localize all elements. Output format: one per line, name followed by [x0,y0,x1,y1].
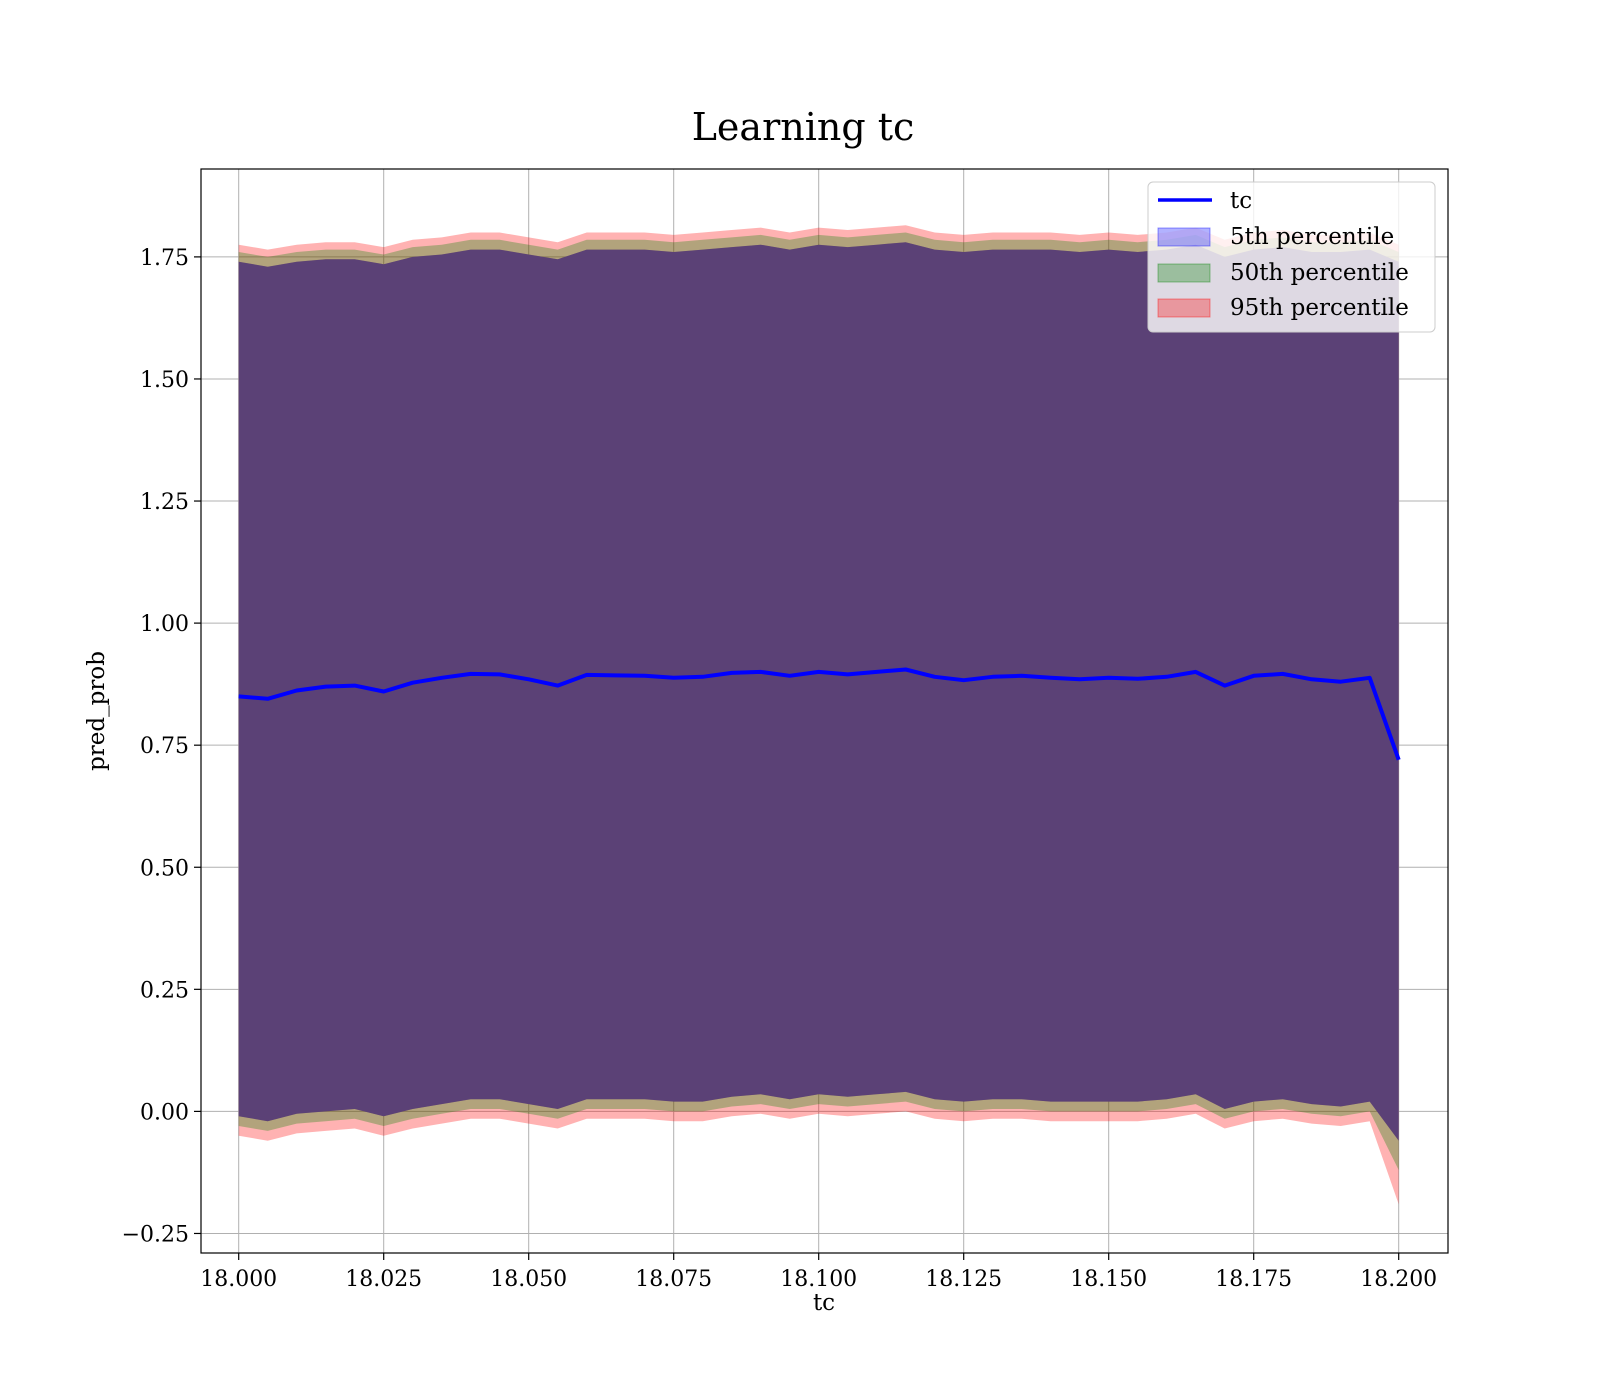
percentile-bands [238,225,1399,1205]
legend-swatch-p50 [1157,263,1211,283]
y-axis-ticks: −0.25 0.00 0.25 0.50 0.75 1.00 1.25 1.50 1.75 [122,246,201,1247]
x-tick-label: 18.175 [1215,1267,1292,1292]
y-tick-label: −0.25 [122,1222,189,1247]
legend: tc 5th percentile 50th percentile 95th p… [1147,181,1436,333]
x-tick-label: 18.025 [345,1267,422,1292]
x-tick-label: 18.075 [635,1267,712,1292]
legend-label-p50: 50th percentile [1230,260,1409,286]
x-tick-label: 18.125 [925,1267,1002,1292]
x-axis-ticks: 18.000 18.025 18.050 18.075 18.100 18.125 18.1… [200,1253,1437,1292]
chart-title: Learning tc [692,105,915,149]
x-tick-label: 18.100 [780,1267,857,1292]
legend-swatch-p5 [1157,227,1211,247]
band-95th-percentile [238,225,1399,1205]
legend-label-tc: tc [1230,188,1252,214]
x-axis-title: tc [813,1290,835,1316]
legend-swatch-p95 [1157,298,1211,318]
x-tick-label: 18.050 [490,1267,567,1292]
x-tick-label: 18.000 [200,1267,277,1292]
y-tick-label: 0.75 [140,734,189,759]
x-tick-label: 18.150 [1070,1267,1147,1292]
series-lines [238,667,1401,761]
x-tick-label: 18.200 [1360,1267,1437,1292]
legend-label-p95: 95th percentile [1230,295,1409,321]
band-overlap-body [238,242,1399,1141]
plot-frame [200,168,1449,1254]
y-tick-label: 0.50 [140,856,189,881]
y-tick-label: 0.25 [140,978,189,1003]
band-50th-percentile [238,232,1399,1170]
y-tick-label: 1.25 [140,490,189,515]
y-tick-label: 0.00 [140,1100,189,1125]
legend-box [1147,181,1436,333]
series-line-tc [238,667,1401,761]
y-tick-label: 1.75 [140,246,189,271]
plot-area [200,168,1449,1254]
y-tick-label: 1.50 [140,368,189,393]
y-axis-title: pred_prob [84,651,110,771]
y-tick-label: 1.00 [140,612,189,637]
legend-label-p5: 5th percentile [1230,224,1394,250]
band-5th-percentile [238,242,1399,1141]
